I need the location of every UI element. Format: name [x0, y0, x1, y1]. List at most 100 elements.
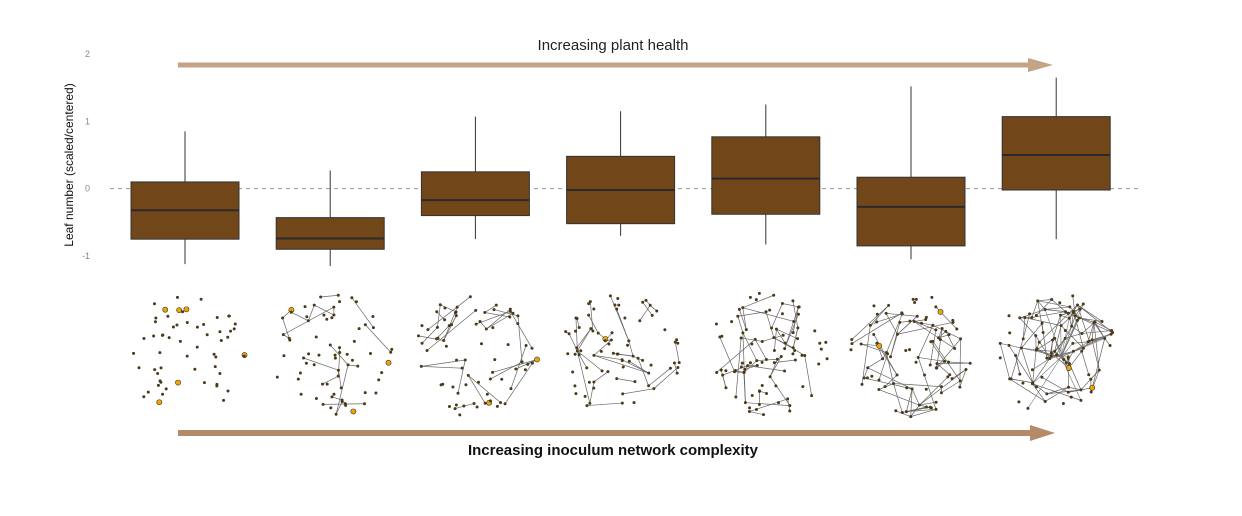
network-hub-node — [1065, 365, 1072, 371]
network-node — [877, 378, 881, 382]
network-node — [153, 320, 157, 324]
network-node — [652, 387, 656, 391]
network-node — [753, 337, 757, 341]
network-node — [479, 342, 483, 346]
network-edge — [621, 359, 649, 374]
network-edge — [773, 337, 805, 356]
network-node — [908, 348, 912, 352]
network-edge — [653, 367, 679, 389]
network-node — [1100, 319, 1104, 323]
network-node — [298, 371, 302, 375]
network-edge — [744, 365, 758, 370]
network-node — [608, 294, 612, 298]
network-node — [215, 382, 219, 386]
network-node — [791, 346, 795, 350]
network-node — [343, 402, 347, 406]
network-node — [588, 401, 592, 405]
box — [1001, 116, 1111, 191]
box — [856, 176, 966, 247]
network-edge — [910, 388, 913, 417]
network-node — [754, 298, 758, 302]
network-node — [453, 407, 457, 411]
network-edge — [769, 376, 791, 406]
network-edge — [1081, 330, 1112, 334]
network-node — [281, 316, 285, 320]
network-node — [307, 352, 311, 356]
network-node — [860, 382, 864, 386]
network-node — [934, 400, 938, 404]
network-node — [567, 332, 571, 336]
network-node — [627, 339, 631, 343]
network-node — [750, 393, 754, 397]
network-edge — [716, 339, 756, 373]
network-edge — [959, 369, 967, 388]
network-node — [1090, 338, 1094, 342]
network-node — [611, 351, 615, 355]
network-node — [352, 339, 356, 343]
network-edge — [765, 311, 775, 338]
network-node — [205, 333, 209, 337]
network-edge — [929, 329, 937, 366]
network-node — [675, 338, 679, 342]
network-edge — [468, 375, 501, 403]
network-edge — [754, 339, 767, 360]
network-edge — [784, 314, 799, 349]
network-node — [924, 405, 928, 409]
network-node — [154, 316, 158, 320]
network-node — [911, 297, 915, 301]
network-node — [1081, 346, 1085, 350]
network-node — [474, 308, 478, 312]
network-node — [813, 329, 817, 333]
network-node — [1018, 372, 1022, 376]
network-node — [998, 341, 1002, 345]
network-node — [152, 334, 156, 338]
network-node — [859, 342, 863, 346]
network-edge — [457, 359, 466, 394]
network-node — [202, 381, 206, 385]
network-edge — [1087, 322, 1095, 342]
network-node — [743, 401, 747, 405]
network-node — [363, 391, 367, 395]
network-node — [229, 329, 233, 333]
network-node — [1077, 316, 1081, 320]
network-edge — [323, 403, 365, 405]
network-edge — [451, 315, 457, 325]
network-edge — [437, 304, 441, 328]
network-node — [1063, 336, 1067, 340]
network-edge — [1032, 383, 1046, 402]
network-node — [213, 365, 217, 369]
bottom-arrow-head — [1030, 425, 1055, 441]
network-node — [500, 377, 504, 381]
network-node — [453, 311, 457, 315]
network-node — [923, 373, 927, 377]
network-node — [1066, 311, 1070, 315]
network-node — [161, 333, 165, 337]
network-node — [591, 329, 595, 333]
network-node — [894, 409, 898, 413]
network-edge — [886, 313, 903, 353]
network-node — [616, 352, 620, 356]
network-node — [484, 327, 488, 331]
network-node — [796, 312, 800, 316]
network-hub-node — [162, 306, 169, 313]
network-node — [872, 304, 876, 308]
network-edge — [864, 377, 913, 390]
network-node — [1097, 368, 1101, 372]
network-node — [587, 313, 591, 317]
network-node — [227, 314, 231, 318]
network-node — [898, 320, 902, 324]
network-edge — [1067, 313, 1072, 327]
network-node — [1034, 334, 1038, 338]
network-node — [577, 353, 581, 357]
network-edge — [919, 376, 949, 406]
network-node — [909, 415, 913, 419]
network-edge — [492, 359, 538, 373]
network-edge — [743, 360, 758, 373]
network-edge — [1021, 347, 1034, 383]
network-node — [477, 380, 481, 384]
network-node — [748, 295, 752, 299]
network-edge — [1019, 317, 1037, 336]
network-edge — [510, 311, 533, 349]
network-edge — [575, 317, 578, 352]
bottom-annotation: Increasing inoculum network complexity — [468, 442, 759, 459]
